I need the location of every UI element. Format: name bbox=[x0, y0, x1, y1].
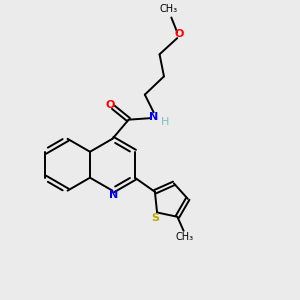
Text: CH₃: CH₃ bbox=[176, 232, 194, 242]
Text: CH₃: CH₃ bbox=[159, 4, 177, 14]
Text: O: O bbox=[105, 100, 115, 110]
Text: H: H bbox=[161, 117, 169, 127]
Text: N: N bbox=[149, 112, 158, 122]
Text: O: O bbox=[175, 29, 184, 39]
Text: N: N bbox=[109, 190, 119, 200]
Text: S: S bbox=[152, 213, 160, 223]
